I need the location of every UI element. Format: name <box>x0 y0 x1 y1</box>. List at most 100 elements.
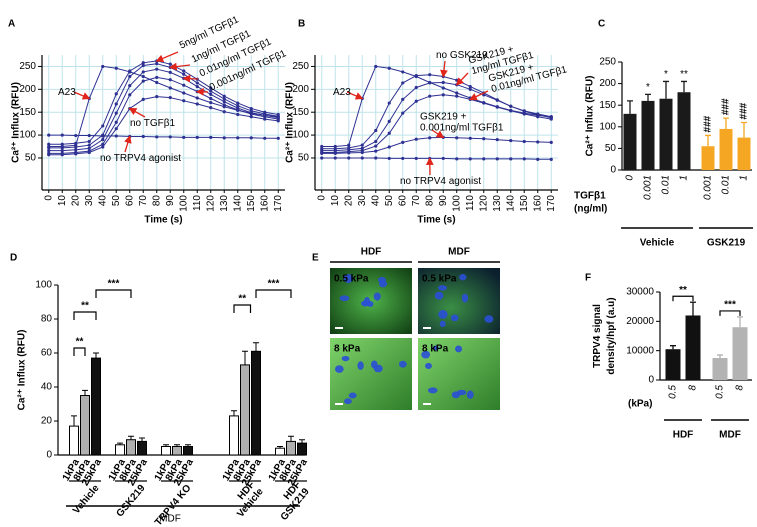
data-point <box>222 97 226 101</box>
micrograph <box>330 338 412 410</box>
data-point <box>414 156 418 161</box>
error-bar <box>670 345 676 350</box>
x-tick-label: 90 <box>165 195 176 207</box>
nucleus <box>466 390 474 399</box>
data-point <box>495 157 499 161</box>
bar <box>229 415 239 456</box>
data-point <box>114 102 118 106</box>
bar <box>161 446 171 456</box>
data-point <box>195 84 199 89</box>
data-point <box>182 83 186 87</box>
nucleus <box>432 345 439 351</box>
data-point <box>195 96 199 100</box>
data-point <box>387 101 391 105</box>
y-tick-label: 20000 <box>626 316 654 327</box>
series-line <box>48 76 279 154</box>
series-label: A23 <box>58 87 76 98</box>
data-point <box>60 142 64 146</box>
significance-label: *** <box>724 300 736 311</box>
x-tick-label: 110 <box>465 195 476 211</box>
data-point <box>222 94 226 98</box>
nucleus <box>425 362 432 370</box>
data-point <box>522 157 526 161</box>
nucleus <box>339 295 350 302</box>
data-point <box>549 115 553 119</box>
y-tick-label: 150 <box>292 107 309 118</box>
data-point <box>236 104 240 108</box>
x-tick-label: 20 <box>70 195 81 207</box>
error-bar <box>253 342 259 352</box>
data-point <box>387 156 391 161</box>
data-point <box>549 140 553 145</box>
data-point <box>101 145 105 149</box>
y-tick-label: 100 <box>292 130 309 141</box>
x-tick-label: 170 <box>546 195 557 212</box>
panel-label: A <box>8 19 15 30</box>
bar <box>297 442 307 456</box>
nucleus <box>348 392 357 399</box>
x-tick-label: 60 <box>124 195 135 207</box>
data-point <box>155 95 159 99</box>
x-tick-label: 170 <box>273 195 284 212</box>
x-tick-label: 10 <box>57 195 68 207</box>
data-point <box>47 133 51 137</box>
data-point <box>60 153 64 157</box>
data-point <box>209 86 213 90</box>
significance-label: ### <box>739 102 750 119</box>
y-axis-label: TRPV4 signal density/hpf (a.u) <box>592 297 617 374</box>
x-tick-label: 40 <box>370 195 381 207</box>
error-bar <box>128 435 134 440</box>
nucleus <box>438 309 448 319</box>
data-point <box>141 61 145 65</box>
label-line: A23 <box>58 87 76 98</box>
row-label: 8 kPa <box>422 344 449 355</box>
bar <box>665 349 681 380</box>
series-line <box>48 63 279 149</box>
significance-bracket <box>73 311 97 320</box>
data-point <box>468 87 472 91</box>
x-tick-label: 130 <box>492 195 503 212</box>
data-point <box>249 106 253 111</box>
data-point <box>374 128 378 133</box>
data-point <box>401 70 405 74</box>
bar <box>737 137 751 170</box>
data-point <box>509 138 513 143</box>
row-label: 0.5 kPa <box>334 274 369 285</box>
data-point <box>347 156 351 160</box>
series-line <box>321 157 552 160</box>
nucleus <box>334 365 344 373</box>
annotation-arrow <box>346 91 364 100</box>
data-point <box>141 134 145 139</box>
data-point <box>360 143 364 147</box>
bar <box>286 440 296 456</box>
error-bar <box>71 415 77 427</box>
data-point <box>47 153 51 157</box>
bar <box>115 444 125 456</box>
data-point <box>60 146 64 150</box>
data-point <box>168 95 172 100</box>
nucleus <box>373 292 381 301</box>
data-point <box>374 156 378 160</box>
data-point <box>182 135 186 139</box>
data-point <box>441 86 445 90</box>
series-line <box>48 96 279 156</box>
bar <box>275 447 285 456</box>
y-axis-label: Ca²⁺ Influx (RFU) <box>17 330 28 411</box>
series-label: no TRPV4 agonist <box>400 176 481 187</box>
significance-bracket <box>672 295 694 302</box>
x-tick-label: 80 <box>424 195 435 207</box>
data-point <box>114 111 118 115</box>
data-point <box>495 138 499 142</box>
data-point <box>536 157 540 161</box>
data-point <box>263 115 267 119</box>
y-tick-label: 0 <box>648 375 654 386</box>
x-tick-label: 120 <box>478 195 489 212</box>
data-point <box>114 92 118 96</box>
data-point <box>236 112 240 117</box>
y-tick-label: 100 <box>35 280 52 291</box>
data-point <box>401 111 405 115</box>
data-point <box>482 157 486 161</box>
data-point <box>536 140 540 144</box>
data-point <box>168 70 172 74</box>
